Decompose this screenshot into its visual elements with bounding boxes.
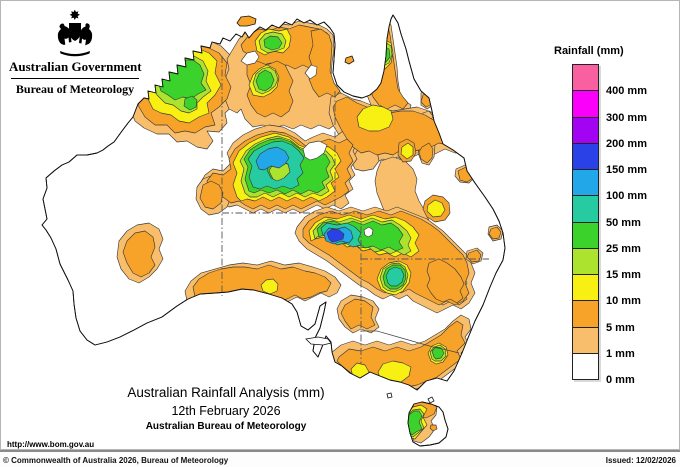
legend-entry: 150 mm <box>572 143 647 176</box>
bom-logo: Australian Government Bureau of Meteorol… <box>9 9 142 97</box>
legend-label: 5 mm <box>606 321 635 334</box>
legend-color-scale: 400 mm 300 mm 200 mm 150 mm 100 mm 50 mm 25 mm… <box>572 64 647 386</box>
legend-title: Rainfall (mm) <box>554 45 624 57</box>
bureau-title: Bureau of Meteorology <box>15 82 135 96</box>
map-date: 12th February 2026 <box>171 404 281 418</box>
tasmania-coastline <box>407 401 449 447</box>
legend-label: 300 mm <box>606 111 647 124</box>
state-borders <box>221 56 489 364</box>
map-panel: Australian Government Bureau of Meteorol… <box>0 0 680 450</box>
legend-entry: 100 mm <box>572 170 647 202</box>
islands <box>236 15 435 404</box>
king-island <box>386 392 393 399</box>
rain-layer-150mm <box>326 228 345 243</box>
legend-label: 200 mm <box>606 137 647 150</box>
legend-entry: 10 mm <box>572 275 641 307</box>
legend-label: 100 mm <box>606 190 647 203</box>
legend-entry: 400 mm <box>572 65 647 97</box>
kangaroo-island <box>305 336 332 346</box>
rainfall-analysis-map <box>41 14 506 447</box>
border-murray-river <box>361 330 460 354</box>
legend-entry: 300 mm <box>572 91 647 124</box>
rain-zero-holes <box>240 50 374 238</box>
legend-entry: 50 mm <box>572 196 641 229</box>
legend-label: 15 mm <box>606 269 641 281</box>
title-block: Australian Rainfall Analysis (mm) 12th F… <box>66 385 386 432</box>
legend-entry: 0 mm <box>572 353 635 386</box>
legend-label: 10 mm <box>606 295 641 308</box>
legend-entry: 25 mm <box>572 222 641 255</box>
groote-eylandt <box>344 55 355 65</box>
legend-label: 400 mm <box>606 85 647 98</box>
map-title: Australian Rainfall Analysis (mm) <box>127 385 325 400</box>
legend-entry: 5 mm <box>572 301 635 334</box>
bottom-bar: © Commonwealth of Australia 2026, Bureau… <box>0 450 680 467</box>
bom-url: http://www.bom.gov.au <box>7 440 95 449</box>
coat-of-arms-icon <box>57 9 93 57</box>
legend-label: 25 mm <box>606 242 641 255</box>
legend-entry: 200 mm <box>572 117 647 150</box>
legend-label: 1 mm <box>606 347 635 360</box>
legend-entry: 1 mm <box>572 327 635 360</box>
copyright-text: © Commonwealth of Australia 2026, Bureau… <box>3 456 229 465</box>
legend-entry: 15 mm <box>572 248 641 281</box>
logo-divider <box>11 78 139 79</box>
melville-island <box>236 15 257 27</box>
flinders-island <box>427 396 435 404</box>
legend-label: 0 mm <box>606 374 635 386</box>
legend-label: 150 mm <box>606 164 647 176</box>
legend-label: 50 mm <box>606 216 641 229</box>
issued-timestamp: Issued: 12/02/2026 <box>605 456 676 465</box>
map-organisation: Australian Bureau of Meteorology <box>145 421 307 432</box>
coastline <box>41 14 506 391</box>
government-title: Australian Government <box>9 59 142 74</box>
